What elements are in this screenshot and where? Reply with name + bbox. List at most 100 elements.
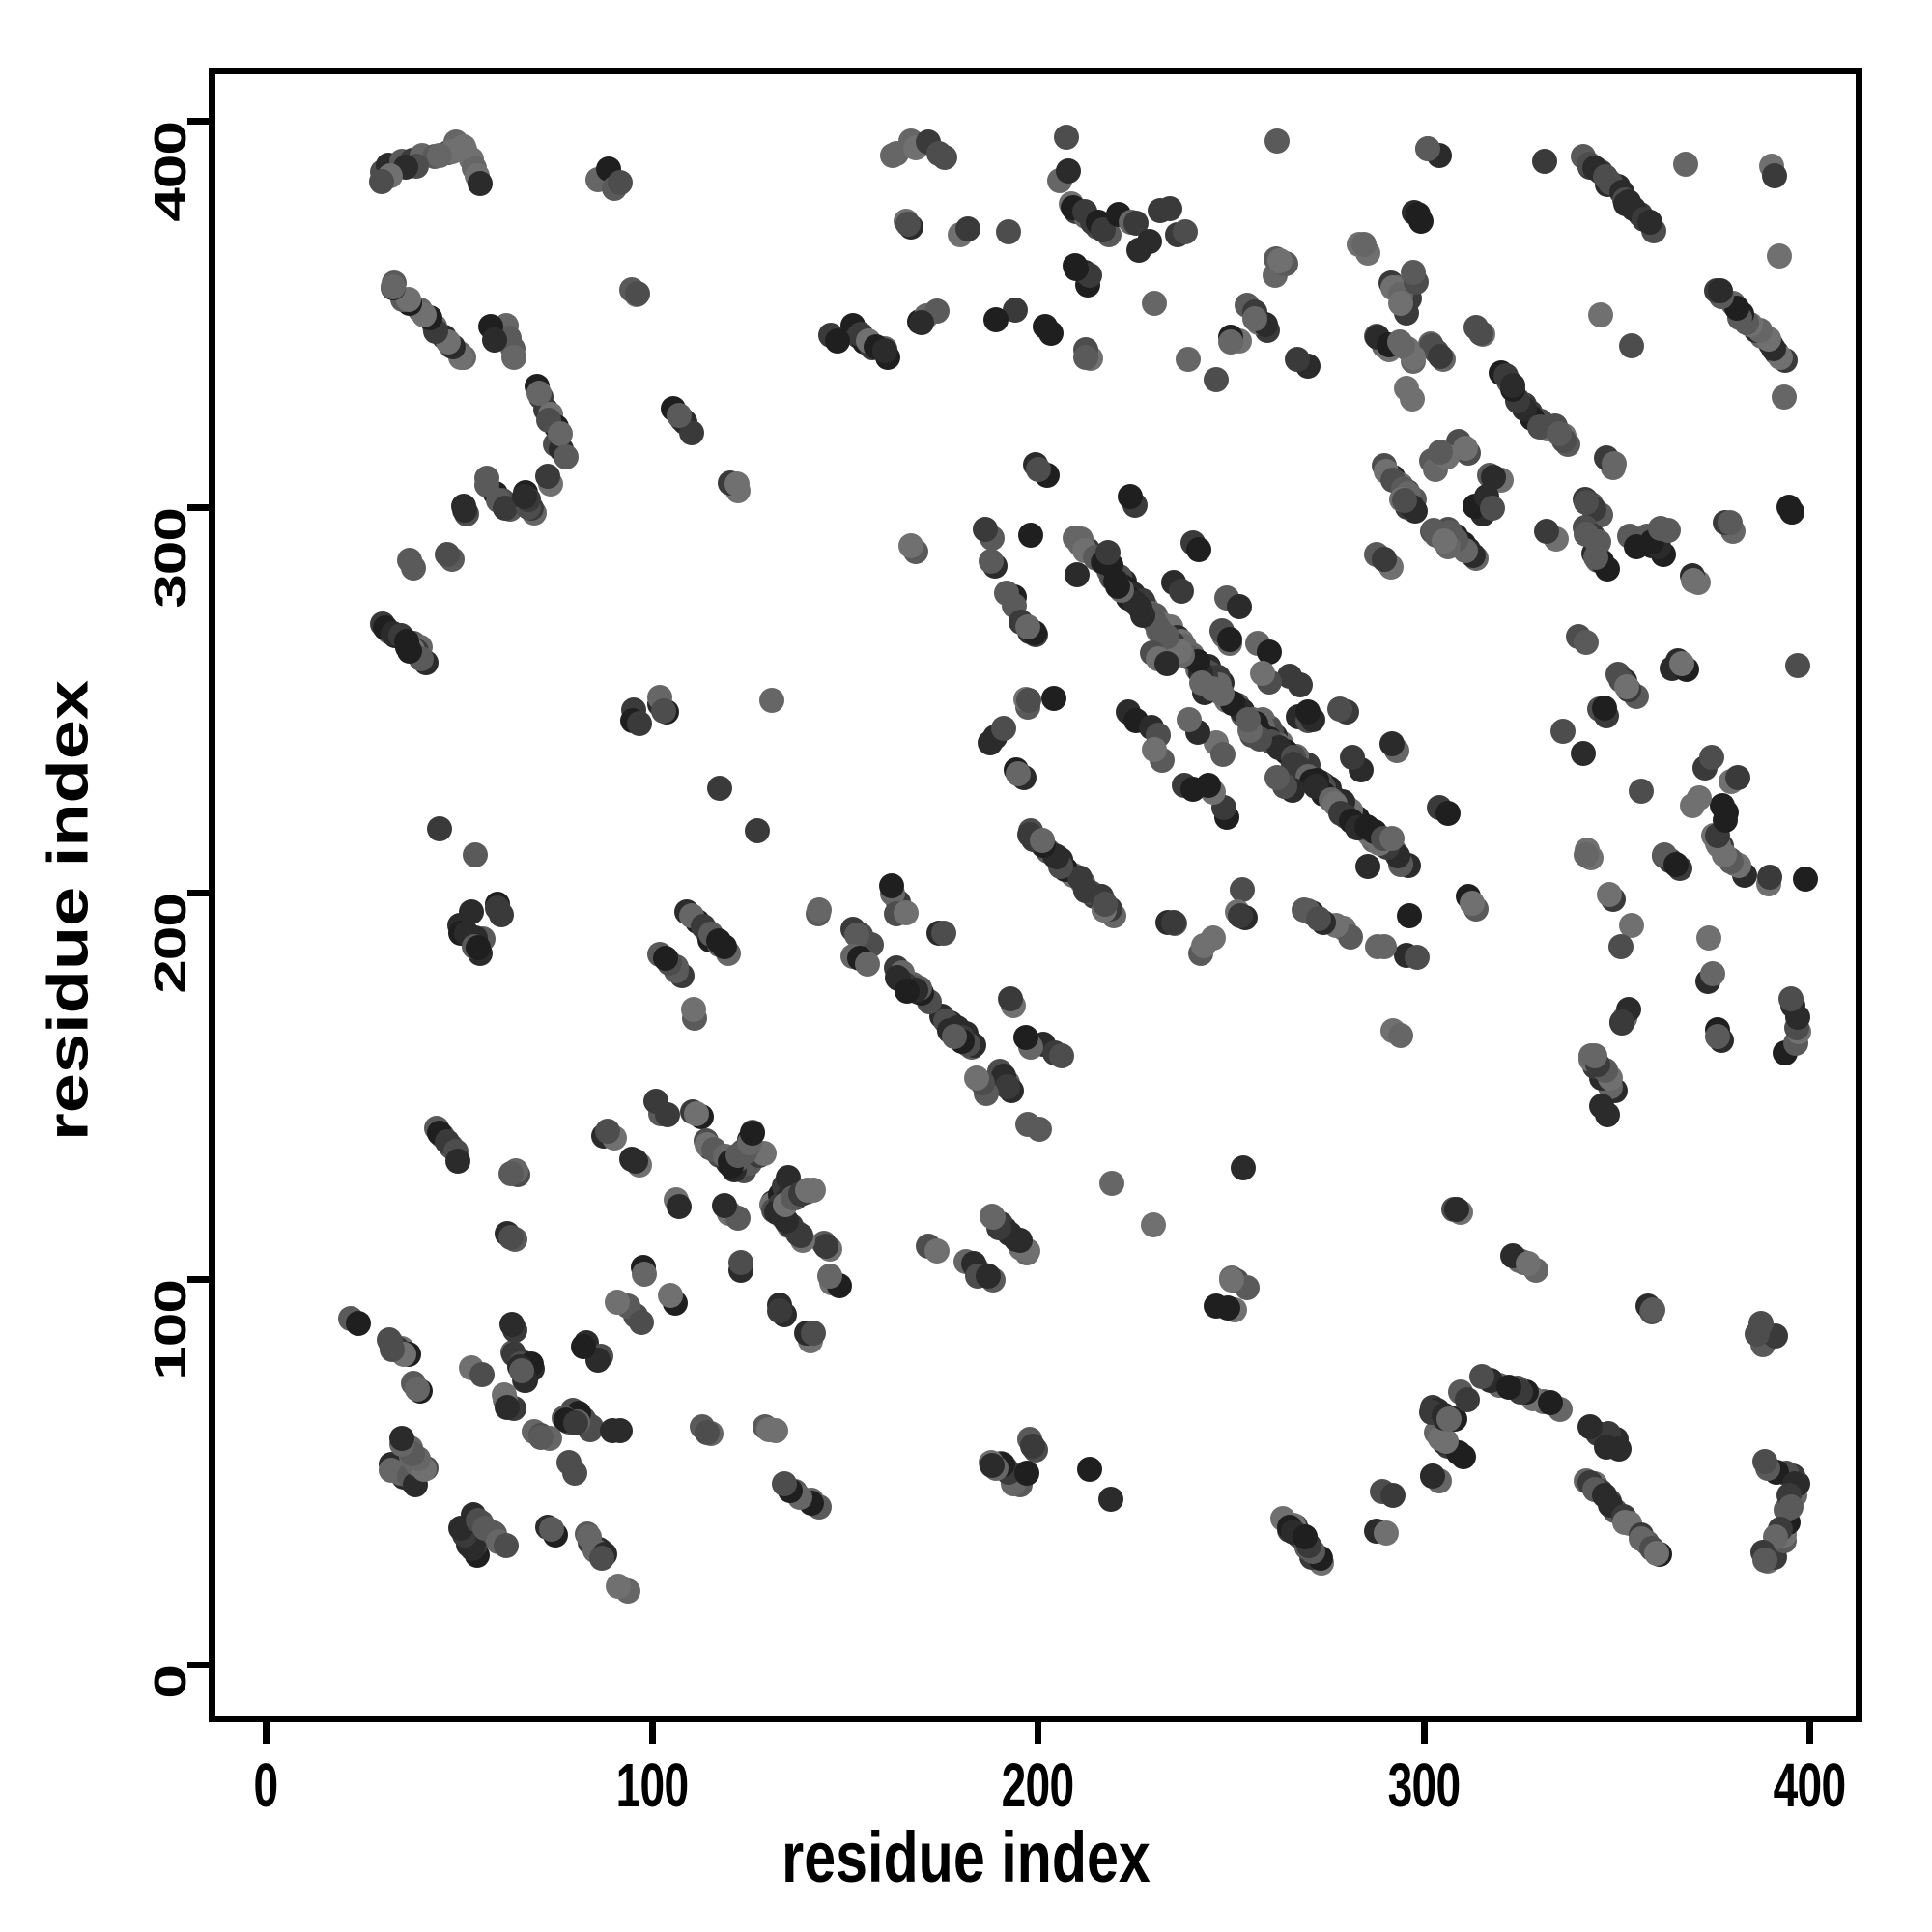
- scatter-point: [1177, 706, 1202, 732]
- scatter-point: [607, 1417, 633, 1443]
- scatter-point: [526, 380, 552, 406]
- scatter-point: [465, 935, 491, 961]
- scatter-point: [1264, 128, 1290, 155]
- scatter-point: [655, 1101, 681, 1127]
- scatter-point: [995, 1073, 1021, 1099]
- scatter-point: [1230, 1154, 1256, 1180]
- scatter-point: [1208, 681, 1235, 707]
- scatter-point: [1608, 1009, 1634, 1035]
- scatter-point: [1428, 439, 1454, 465]
- scatter-point: [1724, 764, 1750, 790]
- scatter-point: [627, 710, 653, 736]
- scatter-point: [1717, 509, 1743, 535]
- scatter-point: [463, 842, 489, 868]
- scatter-point: [404, 1377, 430, 1403]
- scatter-point: [1793, 867, 1819, 893]
- scatter-point: [658, 1282, 684, 1308]
- scatter-point: [548, 420, 574, 446]
- scatter-point: [1305, 905, 1331, 931]
- scatter-point: [380, 273, 406, 299]
- scatter-point: [1496, 1375, 1522, 1401]
- scatter-point: [1777, 1494, 1804, 1520]
- scatter-point: [1169, 579, 1195, 605]
- scatter-point: [1709, 793, 1735, 819]
- scatter-point: [1673, 152, 1699, 178]
- scatter-point: [469, 1362, 495, 1388]
- scatter-point: [1029, 828, 1055, 854]
- scatter-point: [1284, 346, 1310, 372]
- scatter-point: [458, 899, 484, 925]
- scatter-point: [1020, 1433, 1045, 1459]
- scatter-point: [666, 1194, 692, 1220]
- scatter-point: [1117, 483, 1143, 509]
- scatter-point: [1656, 517, 1682, 543]
- scatter-point: [1601, 450, 1627, 476]
- scatter-point: [500, 345, 526, 371]
- scatter-point: [1619, 913, 1645, 939]
- scatter-point: [1581, 1042, 1607, 1068]
- scatter-point: [1016, 687, 1042, 713]
- scatter-point: [481, 327, 507, 353]
- scatter-point: [694, 1420, 720, 1446]
- scatter-point: [1547, 420, 1573, 446]
- scatter-point: [983, 306, 1009, 332]
- y-axis-tick-label: 100: [145, 1279, 195, 1380]
- scatter-point: [931, 921, 957, 947]
- scatter-points-layer: [215, 74, 1856, 1716]
- scatter-point: [909, 309, 935, 335]
- scatter-point: [1392, 487, 1418, 513]
- scatter-point: [1480, 496, 1506, 522]
- x-axis-tick-label: 200: [1001, 1750, 1074, 1820]
- scatter-point: [1468, 320, 1494, 346]
- scatter-point: [879, 872, 904, 898]
- scatter-point: [1185, 536, 1211, 562]
- scatter-point: [681, 996, 707, 1022]
- scatter-point: [1550, 719, 1577, 745]
- scatter-point: [594, 1118, 620, 1144]
- scatter-point: [1176, 346, 1202, 372]
- scatter-point: [772, 1470, 798, 1496]
- scatter-point: [571, 1333, 597, 1359]
- scatter-point: [707, 776, 733, 802]
- scatter-point: [955, 216, 980, 242]
- scatter-point: [1700, 961, 1726, 987]
- scatter-point: [1435, 1406, 1462, 1432]
- scatter-point: [794, 1177, 820, 1203]
- scatter-point: [1419, 1463, 1445, 1490]
- scatter-point: [872, 337, 898, 363]
- scatter-point: [1064, 561, 1090, 587]
- scatter-point: [1227, 594, 1253, 620]
- scatter-point: [393, 629, 419, 655]
- scatter-point: [1076, 1457, 1102, 1483]
- scatter-point: [1388, 1022, 1414, 1048]
- scatter-point: [1751, 1548, 1777, 1574]
- scatter-point: [1136, 229, 1162, 255]
- y-axis-title: residue index: [35, 679, 100, 1142]
- scatter-point: [1588, 302, 1614, 328]
- scatter-point: [1779, 498, 1805, 525]
- scatter-point: [1577, 1413, 1604, 1439]
- scatter-point: [538, 1517, 564, 1543]
- scatter-point: [1427, 343, 1453, 369]
- scatter-point: [1160, 909, 1186, 935]
- scatter-point: [1380, 1482, 1406, 1508]
- scatter-point: [509, 1358, 535, 1384]
- scatter-point: [1696, 924, 1722, 951]
- scatter-point: [589, 1545, 615, 1571]
- scatter-point: [1574, 629, 1600, 655]
- scatter-point: [1592, 695, 1618, 721]
- scatter-point: [684, 1100, 710, 1126]
- scatter-point: [1596, 881, 1622, 907]
- scatter-point: [1378, 731, 1405, 757]
- scatter-point: [1705, 1023, 1731, 1049]
- scatter-point: [817, 1263, 843, 1289]
- scatter-point: [895, 978, 921, 1004]
- scatter-point: [1374, 1520, 1400, 1547]
- plot-area: [209, 68, 1862, 1722]
- scatter-point: [1515, 1250, 1541, 1276]
- scatter-point: [1327, 696, 1353, 722]
- scatter-point: [1230, 876, 1256, 902]
- scatter-point: [608, 169, 634, 195]
- scatter-point: [497, 1225, 524, 1251]
- scatter-point: [553, 443, 579, 469]
